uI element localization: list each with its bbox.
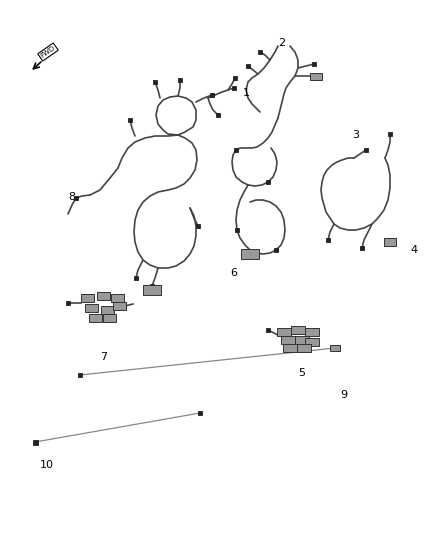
Bar bbox=[66, 301, 70, 305]
Bar bbox=[258, 50, 262, 54]
Bar bbox=[295, 336, 309, 344]
Bar bbox=[198, 411, 202, 415]
Bar bbox=[310, 72, 322, 79]
Bar bbox=[153, 80, 157, 84]
Bar bbox=[384, 238, 396, 246]
Bar bbox=[32, 440, 38, 445]
Bar bbox=[266, 328, 270, 332]
Bar bbox=[266, 180, 270, 184]
Bar bbox=[150, 284, 154, 288]
Bar bbox=[134, 276, 138, 280]
Bar bbox=[274, 248, 278, 252]
Bar bbox=[326, 238, 330, 242]
Text: 4: 4 bbox=[410, 245, 417, 255]
Text: 8: 8 bbox=[68, 192, 75, 202]
Bar bbox=[364, 148, 368, 152]
Text: 3: 3 bbox=[352, 130, 359, 140]
Bar bbox=[305, 328, 319, 336]
Text: FWD: FWD bbox=[40, 45, 57, 59]
Bar bbox=[234, 148, 238, 152]
Bar bbox=[96, 292, 110, 300]
Bar bbox=[283, 344, 297, 352]
Bar bbox=[178, 78, 182, 82]
Bar bbox=[312, 62, 316, 66]
Text: 5: 5 bbox=[298, 368, 305, 378]
Bar bbox=[196, 224, 200, 228]
Bar bbox=[291, 326, 305, 334]
Bar bbox=[297, 344, 311, 352]
Bar bbox=[102, 314, 116, 322]
Bar bbox=[113, 302, 126, 310]
Bar bbox=[128, 118, 132, 122]
Bar bbox=[305, 338, 319, 346]
Text: 1: 1 bbox=[243, 88, 250, 98]
Bar bbox=[110, 294, 124, 302]
Bar bbox=[74, 196, 78, 200]
Text: 6: 6 bbox=[230, 268, 237, 278]
Bar bbox=[330, 345, 340, 351]
Text: 2: 2 bbox=[278, 38, 285, 48]
Bar bbox=[310, 74, 314, 78]
Bar bbox=[100, 306, 113, 314]
Text: 9: 9 bbox=[340, 390, 347, 400]
Bar bbox=[210, 93, 214, 97]
Bar bbox=[246, 64, 250, 68]
Bar bbox=[143, 285, 161, 295]
Text: 10: 10 bbox=[40, 460, 54, 470]
Bar bbox=[360, 246, 364, 250]
Bar bbox=[88, 314, 102, 322]
Bar bbox=[78, 373, 82, 377]
Text: 7: 7 bbox=[100, 352, 107, 362]
Bar bbox=[233, 76, 237, 80]
Bar bbox=[81, 294, 93, 302]
Bar bbox=[235, 228, 239, 232]
Bar bbox=[241, 249, 259, 259]
Bar bbox=[281, 336, 295, 344]
Bar bbox=[232, 86, 236, 90]
Bar bbox=[388, 132, 392, 136]
Bar bbox=[85, 304, 98, 312]
Bar bbox=[216, 113, 220, 117]
Bar bbox=[277, 328, 291, 336]
